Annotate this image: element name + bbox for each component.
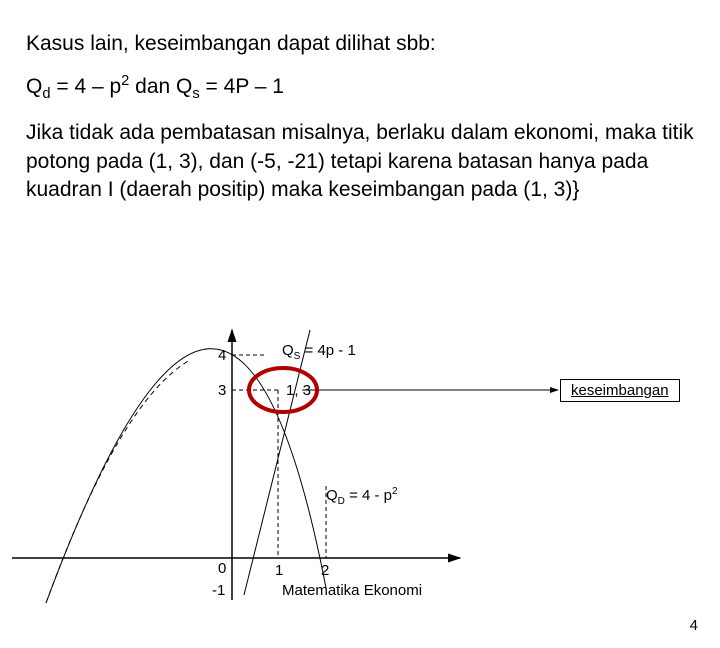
tick-3: 3 <box>218 382 226 399</box>
tick-4: 4 <box>218 347 226 364</box>
chart-area: 4 3 0 -1 1 2 QS = 4p - 1 1, 3 QD = 4 - p… <box>0 300 720 640</box>
footer-text: Matematika Ekonomi <box>282 582 422 599</box>
tick-neg1: -1 <box>212 582 225 599</box>
tick-x1: 1 <box>275 562 283 579</box>
eq-sub-s: s <box>192 87 199 103</box>
tick-x2: 2 <box>321 562 329 579</box>
eq-sub-d: d <box>42 87 50 103</box>
qd-equation: QD = 4 - p2 <box>326 486 398 507</box>
explanation-paragraph: Jika tidak ada pembatasan misalnya, berl… <box>26 119 694 204</box>
qs-equation: QS = 4p - 1 <box>282 342 356 362</box>
tick-0: 0 <box>218 560 226 577</box>
eq-text: dan Q <box>129 75 192 98</box>
page-number: 4 <box>690 617 698 634</box>
keseimbangan-box: keseimbangan <box>560 379 680 402</box>
equations-paragraph: Qd = 4 – p2 dan Qs = 4P – 1 <box>26 72 694 105</box>
eq-text: = 4P – 1 <box>200 75 284 98</box>
qd-parabola-left-dash <box>46 360 190 603</box>
qd-parabola <box>46 349 326 603</box>
eq-text: Q <box>26 75 42 98</box>
eq-text: = 4 – p <box>51 75 122 98</box>
point-label: 1, 3 <box>286 382 311 399</box>
intro-paragraph: Kasus lain, keseimbangan dapat dilihat s… <box>26 30 694 58</box>
